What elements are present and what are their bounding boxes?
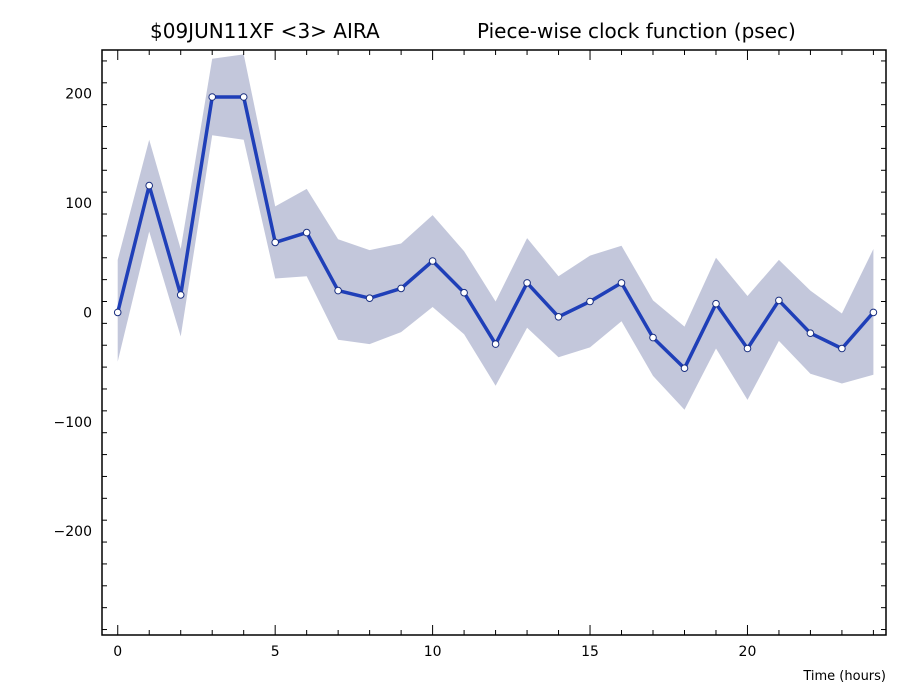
data-point: [806, 329, 815, 338]
error-band-layer: [117, 54, 874, 410]
data-point: [869, 308, 878, 317]
data-point: [554, 313, 563, 321]
y-tick-label: 200: [65, 87, 92, 103]
chart-title-right: Piece-wise clock function (psec): [477, 19, 796, 43]
data-point: [743, 344, 752, 353]
data-point: [680, 364, 689, 373]
x-tick-label: 15: [581, 644, 599, 660]
tick-layer: [102, 50, 886, 635]
data-point: [397, 284, 405, 293]
data-point: [838, 344, 846, 353]
data-point: [712, 299, 720, 308]
data-point: [775, 296, 783, 305]
plot-frame: [101, 49, 887, 636]
y-tick-label: −200: [54, 524, 92, 540]
x-tick-label: 5: [271, 644, 280, 660]
data-point: [239, 93, 248, 101]
data-point: [208, 93, 216, 101]
tick-label-layer: 0 5 10 15 20 200 100 0 −100 −200: [54, 87, 757, 660]
x-tick-label: 10: [424, 644, 442, 660]
data-point: [334, 286, 342, 295]
y-tick-label: −100: [54, 415, 92, 431]
chart-title-left: $09JUN11XF <3> AIRA: [150, 19, 380, 43]
data-point: [586, 297, 594, 306]
y-tick-label: 100: [65, 196, 92, 212]
x-tick-label: 0: [113, 644, 122, 660]
data-point-layer: [113, 93, 878, 373]
data-point: [523, 279, 531, 287]
data-point: [145, 181, 153, 190]
data-point: [460, 288, 468, 297]
x-tick-label: 20: [739, 644, 757, 660]
data-point: [649, 333, 657, 342]
data-point: [365, 294, 374, 303]
data-point: [302, 228, 311, 237]
data-point: [176, 291, 185, 299]
data-point: [428, 257, 437, 265]
x-axis-label: Time (hours): [802, 669, 886, 684]
data-point: [113, 308, 122, 317]
data-point: [617, 279, 626, 287]
y-tick-label: 0: [83, 305, 92, 321]
data-point: [491, 340, 500, 348]
error-band: [117, 54, 874, 410]
data-point: [271, 238, 280, 247]
